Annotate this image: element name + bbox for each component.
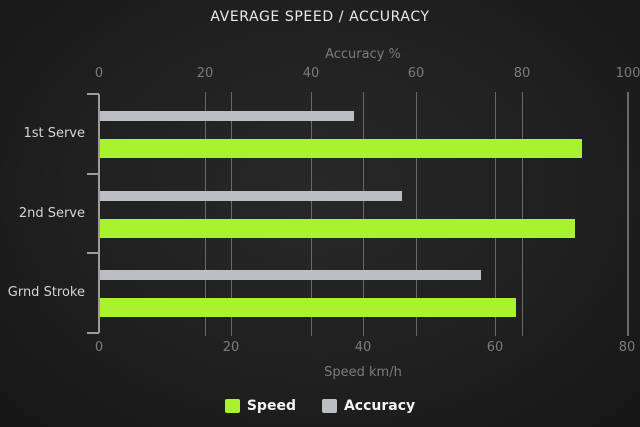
top-tick-label-60: 60 [407, 66, 425, 81]
bottom-tick-label-20: 20 [222, 340, 240, 355]
legend-label: Speed [246, 398, 296, 414]
legend: Speed Accuracy [0, 398, 640, 414]
bottom-tick-label-60: 60 [486, 340, 504, 355]
category-label: 2nd Serve [18, 206, 85, 221]
legend-item-accuracy[interactable]: Accuracy [321, 398, 416, 414]
legend-swatch-speed-icon [224, 399, 240, 413]
category-label: 1st Serve [23, 126, 85, 141]
top-tick-label-0: 0 [94, 66, 104, 81]
category-boundary-tick [87, 173, 99, 175]
gridline-speed-80 [627, 92, 628, 336]
gridline-accuracy-60 [416, 92, 417, 336]
top-tick-label-80: 80 [513, 66, 531, 81]
gridline-speed-40 [363, 92, 364, 336]
gridline-speed-60 [495, 92, 496, 336]
bar-speed[interactable] [100, 298, 516, 317]
bottom-axis-title: Speed km/h [324, 365, 402, 380]
top-axis-title: Accuracy % [325, 47, 401, 62]
category-boundary-tick [87, 252, 99, 254]
top-tick-label-40: 40 [302, 66, 320, 81]
bar-speed[interactable] [100, 219, 575, 238]
chart-title: AVERAGE SPEED / ACCURACY [210, 9, 430, 25]
gridline-accuracy-20 [205, 92, 206, 336]
category-label: Grnd Stroke [7, 285, 85, 300]
top-tick-label-100: 100 [615, 66, 640, 81]
legend-swatch-accuracy-icon [321, 399, 337, 413]
category-boundary-tick [87, 332, 99, 334]
legend-item-speed[interactable]: Speed [224, 398, 296, 414]
bottom-tick-label-80: 80 [618, 340, 636, 355]
bar-speed[interactable] [100, 139, 582, 158]
bar-accuracy[interactable] [100, 111, 354, 121]
bar-accuracy[interactable] [100, 191, 402, 201]
legend-label: Accuracy [343, 398, 416, 414]
bottom-tick-label-40: 40 [354, 340, 372, 355]
category-boundary-tick [87, 93, 99, 95]
top-tick-label-20: 20 [196, 66, 214, 81]
category-axis-line [98, 94, 100, 333]
bottom-tick-label-0: 0 [94, 340, 104, 355]
gridline-speed-20 [231, 92, 232, 336]
gridline-accuracy-80 [522, 92, 523, 336]
bar-accuracy[interactable] [100, 270, 481, 280]
gridline-accuracy-40 [311, 92, 312, 336]
gridline-accuracy-100 [628, 92, 629, 336]
